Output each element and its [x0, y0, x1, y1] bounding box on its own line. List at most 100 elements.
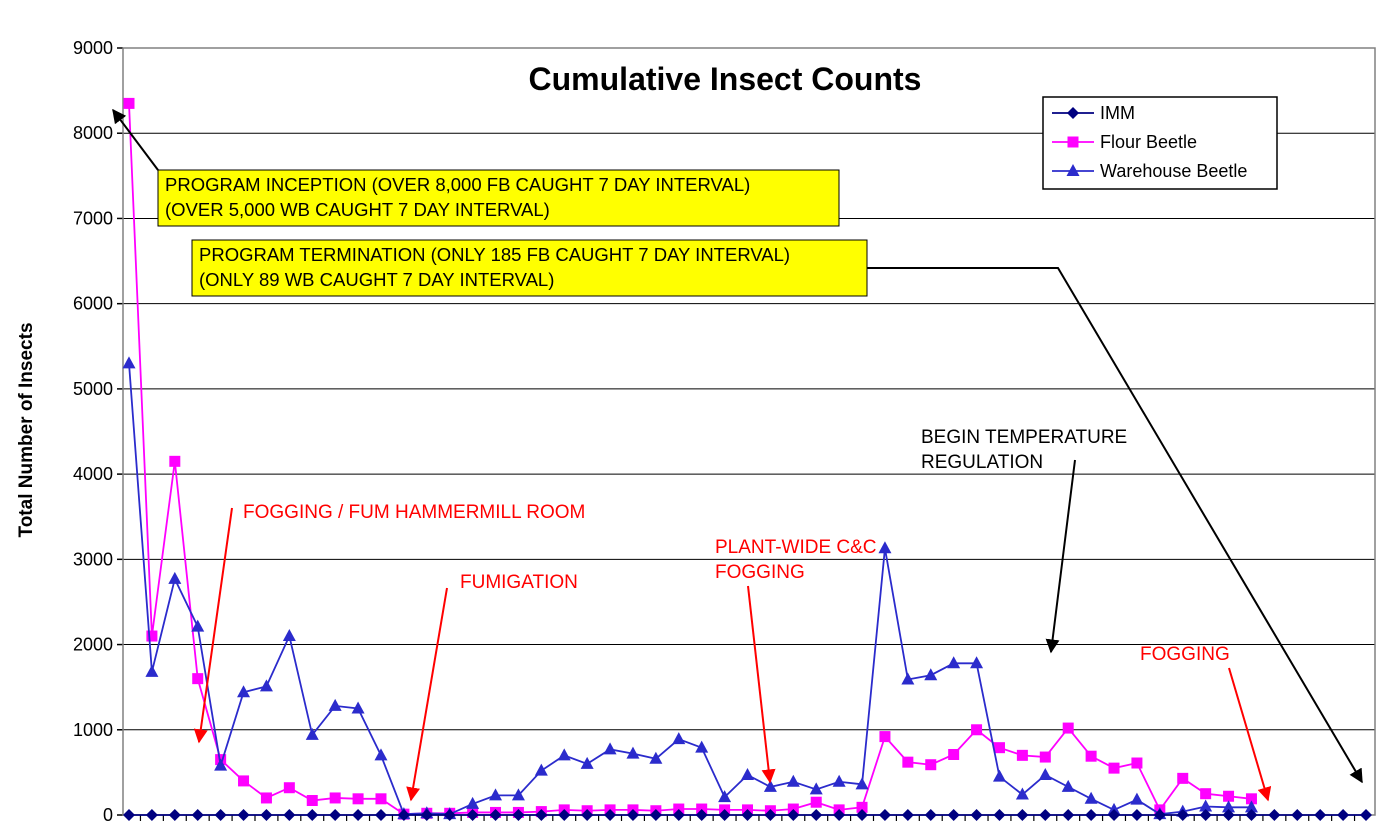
point-flour-beetle: [283, 782, 295, 794]
point-flour-beetle: [329, 792, 341, 804]
point-imm: [145, 809, 158, 821]
point-flour-beetle: [1062, 722, 1074, 734]
point-warehouse-beetle: [557, 748, 571, 761]
inception-line-2: (OVER 5,000 WB CAUGHT 7 DAY INTERVAL): [165, 199, 550, 220]
point-imm: [1062, 809, 1075, 821]
point-flour-beetle: [1200, 788, 1212, 800]
point-warehouse-beetle: [970, 656, 984, 669]
point-warehouse-beetle: [328, 698, 342, 711]
point-imm: [466, 809, 479, 821]
point-imm: [604, 809, 617, 821]
annotation-arrows: [112, 108, 1363, 802]
point-warehouse-beetle: [511, 788, 525, 801]
point-imm: [168, 809, 181, 821]
y-axis-label: Total Number of Insects: [16, 322, 37, 537]
point-imm: [970, 809, 983, 821]
legend-item: Warehouse Beetle: [1052, 161, 1247, 181]
point-imm: [489, 809, 502, 821]
series-imm: [123, 809, 1372, 821]
point-imm: [672, 809, 685, 821]
legend-item: IMM: [1052, 103, 1135, 123]
point-warehouse-beetle: [1222, 800, 1236, 813]
point-imm: [191, 809, 204, 821]
point-imm: [1085, 809, 1098, 821]
y-tick-label: 7000: [73, 208, 113, 228]
point-flour-beetle: [146, 630, 158, 642]
point-flour-beetle: [1223, 790, 1235, 802]
legend-items: IMM Flour Beetle Warehouse Beetle: [1052, 103, 1247, 181]
point-imm: [512, 809, 525, 821]
point-flour-beetle: [352, 793, 364, 805]
point-imm: [833, 809, 846, 821]
point-warehouse-beetle: [718, 790, 732, 803]
point-warehouse-beetle: [214, 758, 228, 771]
point-imm: [1108, 809, 1121, 821]
point-imm: [741, 809, 754, 821]
point-imm: [764, 809, 777, 821]
point-flour-beetle: [238, 775, 250, 787]
point-imm: [1176, 809, 1189, 821]
point-flour-beetle: [879, 731, 891, 743]
point-warehouse-beetle: [649, 751, 663, 764]
data-series: [122, 97, 1372, 821]
point-imm: [924, 809, 937, 821]
point-flour-beetle: [1067, 136, 1079, 148]
arrow-plant-wide: [747, 585, 776, 784]
point-imm: [1268, 809, 1281, 821]
point-warehouse-beetle: [695, 740, 709, 753]
arrow-temperature: [1045, 459, 1076, 654]
point-warehouse-beetle: [741, 767, 754, 780]
legend-label: IMM: [1100, 103, 1135, 123]
point-imm: [581, 809, 594, 821]
y-axis-ticks: 0 1000 2000 3000 4000 5000 6000 7000 8000 9000: [73, 38, 123, 825]
point-imm: [283, 809, 296, 821]
point-warehouse-beetle: [626, 746, 640, 759]
point-imm: [329, 809, 342, 821]
point-warehouse-beetle: [901, 672, 915, 685]
point-warehouse-beetle: [809, 782, 823, 795]
point-imm: [1039, 809, 1052, 821]
point-imm: [718, 809, 731, 821]
point-warehouse-beetle: [1038, 767, 1052, 780]
point-warehouse-beetle: [168, 571, 182, 584]
point-flour-beetle: [306, 795, 318, 807]
point-warehouse-beetle: [1061, 779, 1075, 792]
point-warehouse-beetle: [534, 763, 548, 776]
point-imm: [1314, 809, 1327, 821]
series-line: [128, 363, 1252, 816]
termination-line-1: PROGRAM TERMINATION (ONLY 185 FB CAUGHT …: [199, 244, 790, 265]
termination-box: [191, 239, 868, 297]
x-axis-ticks: [139, 815, 1356, 821]
point-flour-beetle: [971, 724, 983, 736]
annotation-termination: PROGRAM TERMINATION (ONLY 185 FB CAUGHT …: [191, 239, 868, 297]
point-imm: [374, 809, 387, 821]
point-flour-beetle: [1085, 750, 1097, 762]
point-imm: [1067, 107, 1079, 119]
point-flour-beetle: [1245, 793, 1257, 805]
point-imm: [1291, 809, 1304, 821]
arrow-termination: [867, 267, 1363, 784]
chart-title: Cumulative Insect Counts: [529, 61, 922, 97]
point-imm: [856, 809, 869, 821]
point-flour-beetle: [993, 742, 1005, 754]
point-flour-beetle: [123, 97, 135, 109]
annotation-plant-wide-1: PLANT-WIDE C&C: [715, 537, 877, 558]
point-warehouse-beetle: [374, 748, 388, 761]
point-warehouse-beetle: [191, 619, 205, 632]
inception-line-1: PROGRAM INCEPTION (OVER 8,000 FB CAUGHT …: [165, 174, 750, 195]
point-warehouse-beetle: [1084, 791, 1098, 804]
point-imm: [260, 809, 273, 821]
annotation-inception: PROGRAM INCEPTION (OVER 8,000 FB CAUGHT …: [157, 169, 840, 227]
point-imm: [901, 809, 914, 821]
point-imm: [352, 809, 365, 821]
arrow-fogging-fum: [193, 507, 233, 744]
point-warehouse-beetle: [832, 774, 846, 787]
point-imm: [1199, 809, 1212, 821]
point-imm: [214, 809, 227, 821]
point-warehouse-beetle: [672, 732, 686, 745]
point-warehouse-beetle: [145, 664, 159, 677]
point-flour-beetle: [948, 748, 960, 760]
point-warehouse-beetle: [603, 742, 617, 755]
point-imm: [1337, 809, 1350, 821]
point-warehouse-beetle: [1244, 800, 1258, 813]
